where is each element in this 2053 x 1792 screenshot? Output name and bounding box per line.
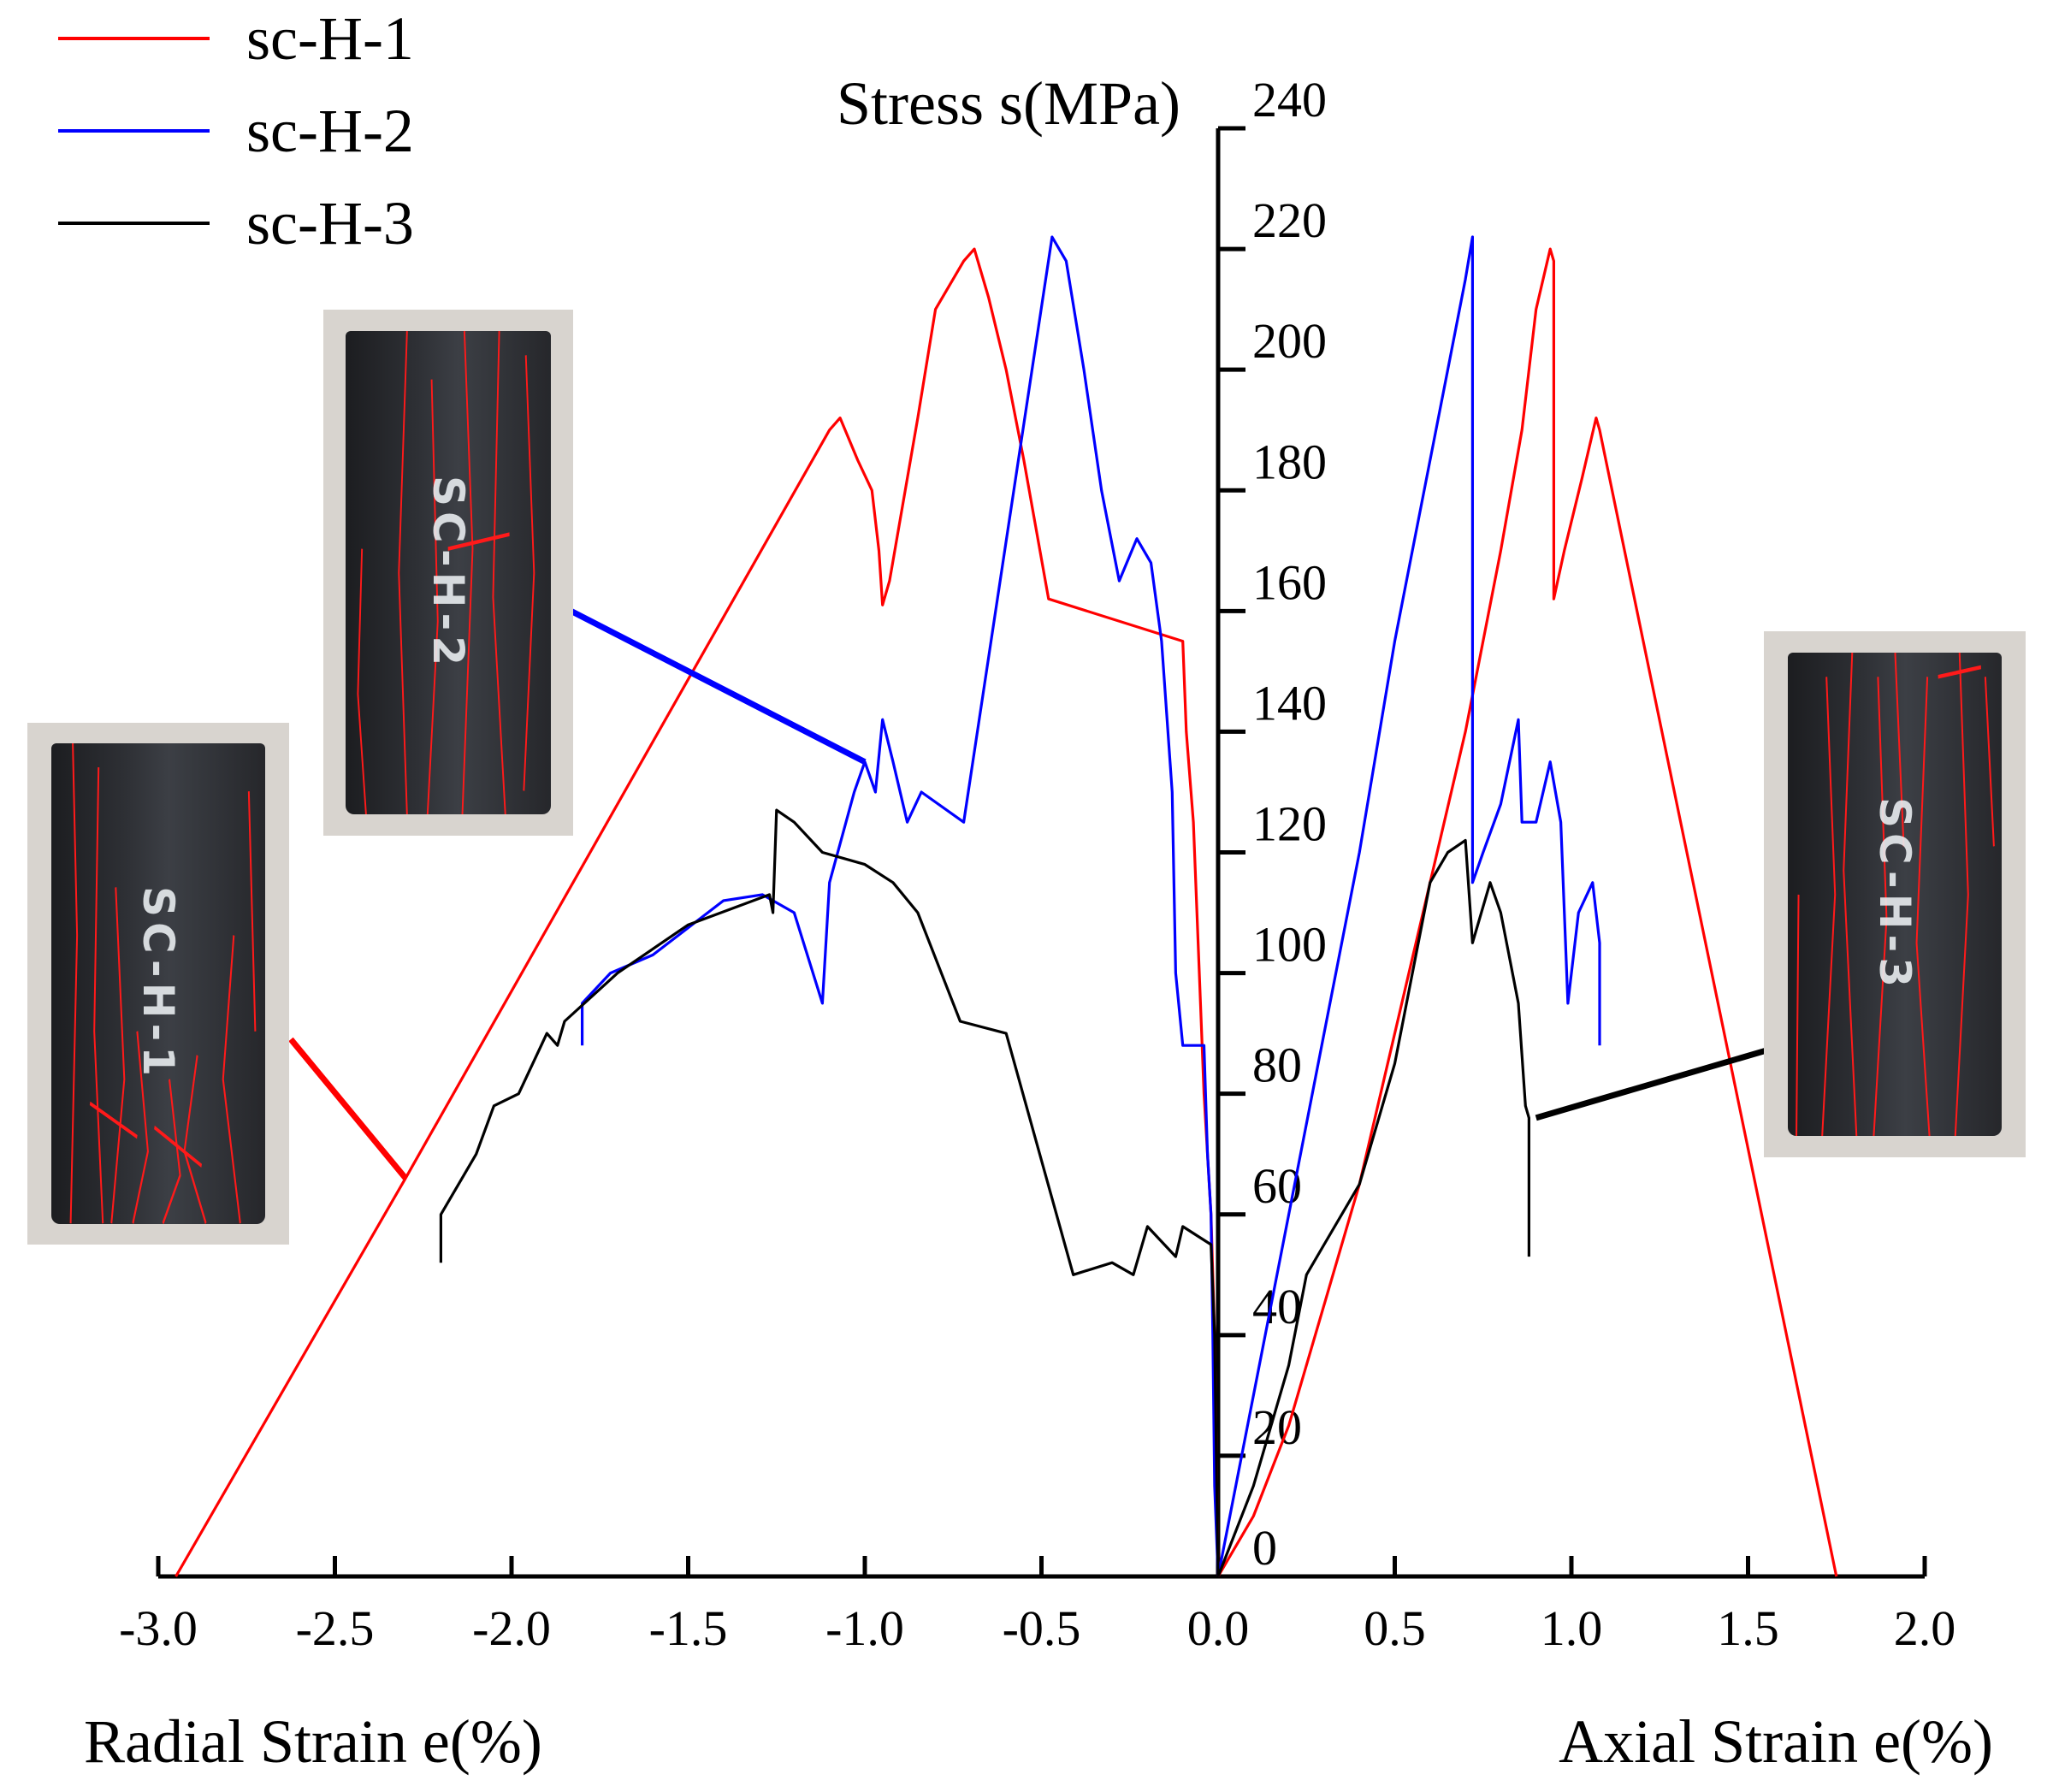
legend-label-3: sc-H-3: [246, 189, 414, 257]
x-axis-title-axial: Axial Strain e(%): [1559, 1707, 1993, 1776]
legend-label-2: sc-H-2: [246, 97, 414, 165]
x-tick-label: 1.5: [1717, 1600, 1779, 1656]
leader-line-1: [288, 1037, 408, 1180]
specimen-photo-1: SC-H-1: [27, 723, 289, 1245]
y-tick-label: 180: [1252, 434, 1327, 489]
leader-lines: [288, 606, 1767, 1180]
x-tick-label: 1.0: [1541, 1600, 1603, 1656]
leader-line-2: [567, 606, 867, 765]
series-1-axial-line: [1216, 247, 1838, 1577]
crack-pattern-icon: [357, 330, 535, 815]
series-1-radial-line: [175, 247, 1220, 1577]
x-tick-label: 0.5: [1364, 1600, 1426, 1656]
y-tick-label: 0: [1252, 1520, 1277, 1576]
series-3-axial-line: [1216, 838, 1531, 1577]
crack-pattern-icon: [69, 743, 256, 1224]
x-tick-label: 0.0: [1187, 1600, 1250, 1656]
specimen-label-2: SC-H-2: [423, 475, 473, 671]
series-3-radial-line: [439, 808, 1220, 1577]
x-tick-label: -2.0: [472, 1600, 551, 1656]
specimen-photo-2: SC-H-2: [323, 310, 573, 836]
y-tick-label: 120: [1252, 796, 1327, 852]
x-tick-label: -1.0: [825, 1600, 904, 1656]
y-axis-title: Stress s(MPa): [837, 69, 1180, 138]
crack-pattern-icon: [1795, 652, 1995, 1137]
y-tick-label: 200: [1252, 313, 1327, 369]
specimen-label-1: SC-H-1: [133, 886, 183, 1081]
leader-line-3: [1535, 1047, 1767, 1121]
y-tick-label: 140: [1252, 675, 1327, 730]
y-tick-label: 40: [1252, 1279, 1302, 1334]
x-tick-label: -2.5: [296, 1600, 375, 1656]
y-tick-label: 220: [1252, 192, 1327, 248]
x-axis-title-radial: Radial Strain e(%): [84, 1707, 542, 1776]
series-2-axial-line: [1216, 235, 1601, 1577]
y-tick-label: 100: [1252, 917, 1327, 973]
x-tick-label: -1.5: [649, 1600, 728, 1656]
legend-label-1: sc-H-1: [246, 4, 414, 73]
x-tick-label: -3.0: [119, 1600, 198, 1656]
legend: sc-H-1 sc-H-2 sc-H-3: [58, 4, 414, 257]
x-tick-label: -0.5: [1003, 1600, 1081, 1656]
series-layer: [175, 235, 1838, 1577]
specimen-label-3: SC-H-3: [1870, 796, 1920, 992]
y-tick-label: 160: [1252, 554, 1327, 610]
axes: -3.0 -2.5 -2.0 -1.5 -1.0 -0.5 0.0 0.5 1.0 1.5 2.0 0…: [119, 72, 1955, 1656]
series-2-radial-line: [580, 235, 1220, 1577]
specimen-photo-3: SC-H-3: [1764, 631, 2026, 1157]
y-tick-label: 240: [1252, 72, 1327, 127]
x-tick-label: 2.0: [1894, 1600, 1956, 1656]
y-tick-label: 80: [1252, 1038, 1302, 1093]
